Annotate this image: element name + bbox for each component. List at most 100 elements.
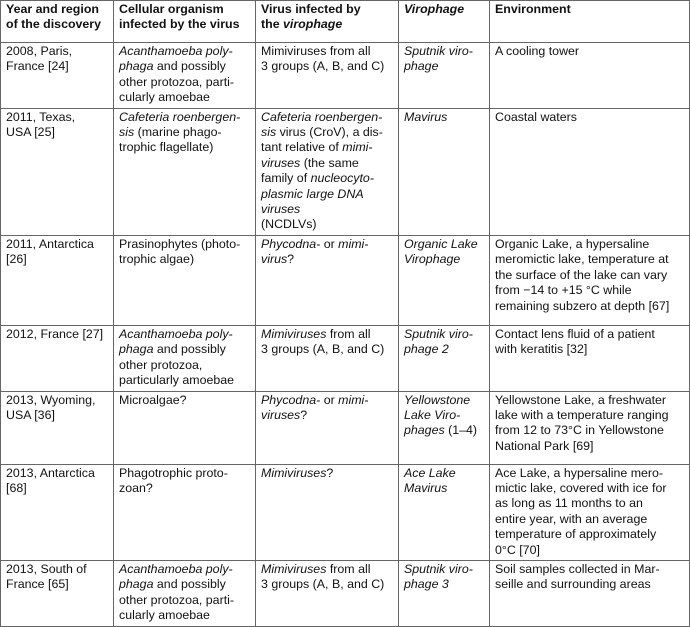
- cell-line: other protozoa, parti-: [119, 74, 235, 89]
- text-run: Acanthamoeba poly-: [119, 561, 233, 576]
- cell-line: Phycodna- or mimi-: [261, 393, 394, 408]
- table-row: 2008, Paris, France [24] Acanthamoeba poly…: [0, 42, 690, 109]
- cell-line: sis (marine phago-: [119, 125, 251, 140]
- cell-line: 2013, Wyoming,: [6, 392, 96, 407]
- cell-line: seille and surrounding areas: [495, 577, 651, 592]
- text-run: nucleocyto-: [310, 171, 374, 186]
- text-run: phaga: [119, 59, 154, 74]
- cell-line: 2008, Paris,: [6, 44, 73, 58]
- table-cell: Cafeteria roenbergen-sis virus (CroV), a…: [255, 107, 399, 236]
- cell-line: family of nucleocyto-: [261, 171, 394, 186]
- table-cell: Soil samples collected in Mar-seille and…: [489, 559, 690, 627]
- table-row: 2013, South of France [65] Acanthamoeba po…: [0, 559, 690, 627]
- text-run: (marine phago-: [134, 125, 222, 140]
- cell-line: trophic flagellate): [119, 140, 214, 155]
- text-run: ?: [287, 252, 295, 267]
- cell-line: Cafeteria roenbergen-: [261, 110, 394, 125]
- cell-line: viruses: [261, 202, 394, 217]
- text-run: Sputnik viro-: [404, 561, 473, 576]
- text-run: phaga: [119, 577, 154, 592]
- text-run: Cafeteria roenbergen-: [261, 109, 383, 124]
- cell-line: Ace Lake: [404, 466, 485, 481]
- table-cell: 2013, South of France [65]: [0, 559, 114, 627]
- cell-line: USA [25]: [6, 125, 55, 140]
- cell-line: Acanthamoeba poly-: [119, 327, 251, 342]
- cell-line: 2012, France [27]: [6, 326, 104, 341]
- text-run: Sputnik viro-: [404, 44, 473, 58]
- cell-line: Coastal waters: [495, 109, 577, 124]
- table-cell: Yellowstone Lake, a freshwater lake with …: [489, 390, 690, 465]
- header-row: Year and region of the discovery Cellular …: [0, 0, 690, 43]
- text-run: Ace Lake: [404, 465, 456, 480]
- cell-line: Prasinophytes (photo-: [119, 236, 241, 251]
- cell-line: phage: [404, 59, 485, 74]
- cell-line: Virophage: [404, 252, 485, 267]
- table-cell: 2008, Paris, France [24]: [0, 42, 114, 109]
- cell-line: mictic lake, covered with ice for: [495, 480, 667, 495]
- text-run: mimi-: [338, 236, 369, 251]
- table-cell: Sputnik viro-phage 3: [398, 559, 490, 627]
- cell-line: Mavirus: [404, 481, 485, 496]
- text-run: viruses: [261, 202, 301, 217]
- table-cell: Ace Lake, a hypersaline mero-mictic lake…: [489, 463, 690, 561]
- cell-line: Yellowstone: [404, 393, 485, 408]
- text-run: or: [320, 392, 339, 407]
- cell-line: A cooling tower: [495, 44, 580, 58]
- cell-line: Lake Viro-: [404, 408, 485, 423]
- text-run: Yellowstone: [404, 392, 471, 407]
- cell-line: phage 2: [404, 342, 485, 357]
- cell-line: Sputnik viro-: [404, 562, 485, 577]
- table-cell: 2013, Antarctica [68]: [0, 463, 114, 561]
- cell-line: plasmic large DNA: [261, 187, 394, 202]
- table-cell: Sputnik viro-phage 2: [398, 324, 490, 392]
- text-run: Lake Viro-: [404, 407, 461, 422]
- text-run: Mimiviruses: [261, 561, 327, 576]
- text-run: from all: [326, 326, 371, 341]
- table-cell: Cafeteria roenbergen-sis (marine phago-t…: [113, 107, 256, 236]
- cell-line: Virus infected by: [261, 2, 361, 16]
- table-cell: Organic Lake, a hypersaline meromictic la…: [489, 234, 690, 326]
- table-cell: Mimiviruses from all 3 groups (A, B, and …: [255, 324, 399, 392]
- text-run: plasmic large DNA: [261, 186, 364, 201]
- text-run: from all: [326, 561, 371, 576]
- cell-line: Organic Lake: [404, 237, 485, 252]
- cell-line: Mimiviruses from all: [261, 562, 394, 577]
- cell-line: Environment: [495, 2, 571, 16]
- header-cell: Environment: [489, 0, 690, 43]
- text-run: phaga: [119, 342, 154, 357]
- text-run: Phycodna-: [261, 392, 321, 407]
- text-run: Virophage: [404, 2, 465, 16]
- cell-line: USA [36]: [6, 407, 55, 422]
- cell-line: Mavirus: [404, 110, 485, 125]
- cell-line: cularly amoebae: [119, 608, 210, 623]
- text-run: the: [261, 17, 284, 32]
- text-run: and possibly: [153, 577, 226, 592]
- text-run: (1–4): [444, 423, 478, 438]
- table-cell: Ace Lake Mavirus: [398, 463, 490, 561]
- cell-line: National Park [69]: [495, 438, 594, 453]
- cell-line: infected by the virus: [119, 17, 240, 32]
- text-run: Mimiviruses: [261, 465, 327, 480]
- table-cell: Mavirus: [398, 107, 490, 236]
- cell-line: with keratitis [32]: [495, 342, 588, 357]
- text-run: phage: [404, 59, 439, 74]
- text-run: Mavirus: [404, 109, 448, 124]
- cell-line: Yellowstone Lake, a freshwater: [495, 392, 667, 407]
- text-run: (the same: [300, 155, 359, 170]
- cell-line: Phycodna- or mimi-: [261, 237, 394, 252]
- cell-line: viruses (the same: [261, 156, 394, 171]
- text-run: Mavirus: [404, 480, 448, 495]
- cell-line: Acanthamoeba poly-: [119, 562, 251, 577]
- cell-line: 2011, Antarctica: [6, 236, 94, 251]
- cell-line: particularly amoebae: [119, 373, 235, 388]
- cell-line: from 12 to 73°C in Yellowstone: [495, 423, 664, 438]
- cell-line: remaining subzero at depth [67]: [495, 298, 670, 313]
- table-cell: Mimiviruses from all 3 groups (A, B, and …: [255, 559, 399, 627]
- cell-line: the surface of the lake can vary: [495, 267, 668, 282]
- text-run: family of: [261, 171, 311, 186]
- header-cell: Virophage: [398, 0, 490, 43]
- cell-line: (NCDLVs): [261, 217, 317, 232]
- cell-line: Year and region: [6, 2, 99, 16]
